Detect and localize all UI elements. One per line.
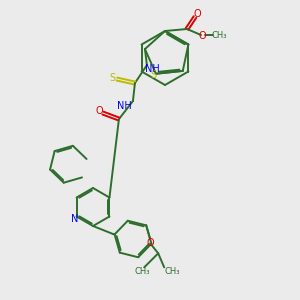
Text: CH₃: CH₃ [134,267,150,276]
Text: S: S [151,70,157,80]
Text: NH: NH [145,64,159,74]
Text: CH₃: CH₃ [211,31,227,40]
Text: S: S [110,73,116,83]
Text: O: O [95,106,103,116]
Text: N: N [71,214,78,224]
Text: O: O [193,9,201,19]
Text: O: O [198,31,206,41]
Text: NH: NH [117,101,131,111]
Text: CH₃: CH₃ [164,267,180,276]
Text: O: O [146,238,154,248]
